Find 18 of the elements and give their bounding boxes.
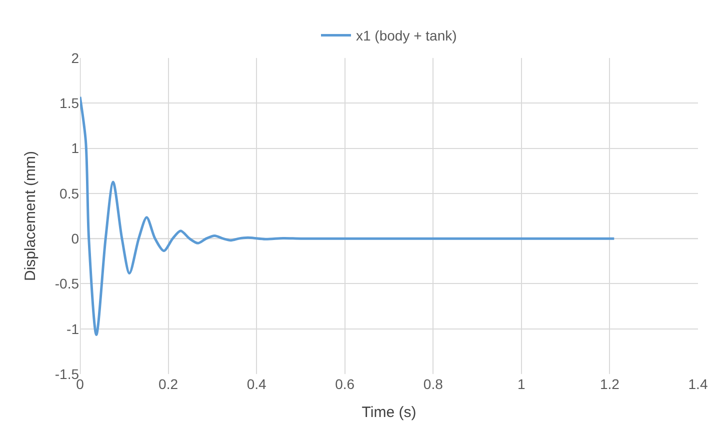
- x-tick-label: 0.6: [335, 376, 355, 392]
- y-tick-label: 2: [71, 50, 80, 66]
- y-tick-label: 1: [71, 140, 80, 156]
- y-tick-label: 0.5: [60, 185, 80, 202]
- line-series: [80, 96, 616, 336]
- x-tick-label: 1.2: [600, 376, 620, 392]
- x-tick-label: 1: [518, 376, 526, 392]
- x-tick-label: 0.4: [246, 376, 267, 392]
- y-tick-label: -1: [66, 320, 80, 337]
- y-axis-title: Displacement (mm): [22, 150, 40, 282]
- x-tick-label: 0.2: [158, 376, 178, 392]
- x-tick-label: 0.8: [423, 376, 444, 392]
- y-tick-label: 0: [71, 230, 80, 246]
- x-axis-title: Time (s): [362, 404, 416, 421]
- x-tick-label: 1.4: [688, 376, 708, 392]
- legend-label: x1 (body + tank): [356, 28, 457, 44]
- y-tick-label: 1.5: [60, 95, 80, 112]
- y-tick-label: -0.5: [54, 276, 80, 292]
